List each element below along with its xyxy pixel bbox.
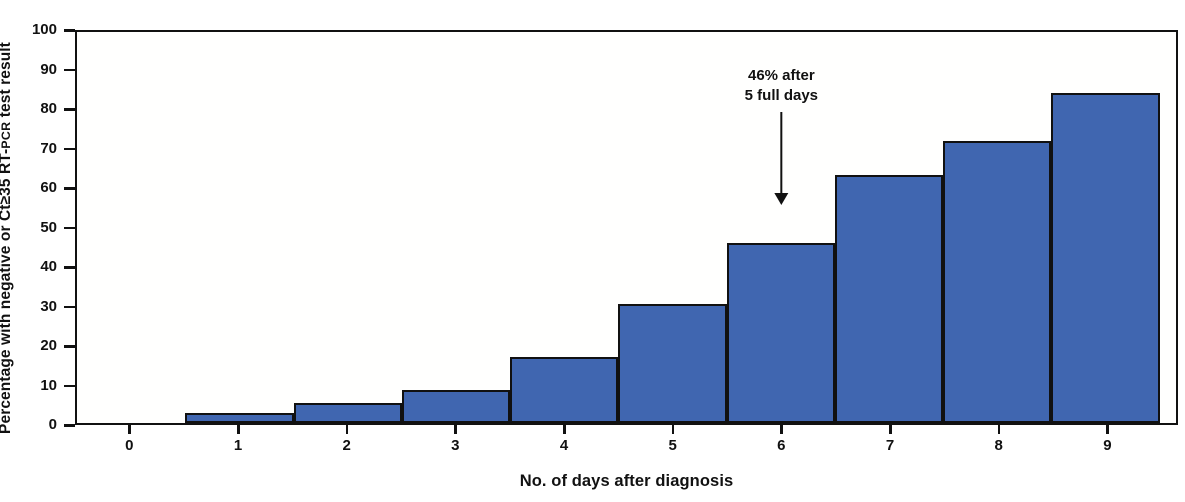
x-tick-label-5: 5 bbox=[668, 437, 677, 454]
x-tick-label-0: 0 bbox=[125, 437, 134, 454]
y-tick-mark-100 bbox=[64, 29, 75, 32]
x-tick-label-9: 9 bbox=[1103, 437, 1112, 454]
y-tick-label-70: 70 bbox=[40, 139, 57, 157]
annotation-arrow-head-icon bbox=[774, 193, 789, 205]
x-axis-tick-marks bbox=[75, 425, 1178, 434]
y-tick-label-60: 60 bbox=[40, 179, 57, 196]
y-tick-mark-20 bbox=[64, 345, 75, 348]
x-tick-label-2: 2 bbox=[342, 437, 351, 454]
y-tick-mark-60 bbox=[64, 187, 75, 190]
bar-day-8 bbox=[943, 141, 1052, 423]
bar-day-4 bbox=[510, 356, 619, 423]
x-tick-mark-0 bbox=[128, 425, 131, 434]
bar-day-2 bbox=[293, 403, 402, 423]
y-tick-label-20: 20 bbox=[40, 337, 57, 354]
y-tick-label-40: 40 bbox=[40, 258, 57, 275]
bar-day-6 bbox=[726, 243, 835, 423]
y-tick-mark-30 bbox=[64, 305, 75, 308]
x-tick-mark-5 bbox=[671, 425, 675, 434]
y-axis-tick-marks bbox=[64, 29, 75, 427]
bar-day-5 bbox=[618, 303, 727, 423]
annotation-arrow-line bbox=[780, 112, 783, 194]
x-tick-mark-6 bbox=[780, 425, 783, 434]
y-tick-mark-70 bbox=[64, 147, 75, 150]
x-axis-title: No. of days after diagnosis bbox=[519, 472, 734, 490]
x-tick-mark-8 bbox=[997, 425, 1001, 434]
y-tick-mark-10 bbox=[64, 384, 75, 387]
x-tick-mark-7 bbox=[889, 425, 892, 434]
annotation-line2: 5 full days bbox=[744, 87, 819, 104]
annotation-46-percent: 46% after 5 full days bbox=[745, 66, 818, 205]
bar-day-7 bbox=[834, 174, 944, 423]
x-tick-label-8: 8 bbox=[994, 437, 1003, 454]
plot-area bbox=[75, 30, 1178, 425]
y-tick-label-30: 30 bbox=[40, 297, 57, 315]
x-axis-tick-labels: 0 1 2 3 4 5 6 7 8 9 bbox=[75, 437, 1178, 457]
y-axis-tick-labels: 0 10 20 30 40 50 60 70 80 90 100 bbox=[0, 21, 57, 433]
x-tick-mark-3 bbox=[454, 425, 457, 434]
bar-day-3 bbox=[401, 389, 511, 423]
y-tick-mark-80 bbox=[64, 108, 75, 111]
y-tick-label-90: 90 bbox=[40, 60, 57, 78]
x-tick-mark-2 bbox=[345, 425, 349, 434]
y-tick-mark-90 bbox=[64, 68, 75, 71]
x-tick-label-6: 6 bbox=[777, 437, 786, 454]
bar-day-9 bbox=[1051, 92, 1160, 423]
y-tick-label-10: 10 bbox=[40, 376, 57, 394]
annotation-line1: 46% after bbox=[747, 67, 815, 84]
bar-day-1 bbox=[185, 413, 294, 423]
y-tick-label-50: 50 bbox=[40, 218, 57, 236]
x-tick-mark-1 bbox=[237, 425, 240, 434]
x-tick-label-7: 7 bbox=[885, 437, 895, 454]
y-tick-mark-40 bbox=[64, 266, 75, 269]
x-tick-label-4: 4 bbox=[559, 437, 569, 454]
x-tick-mark-4 bbox=[563, 425, 566, 434]
y-tick-label-0: 0 bbox=[48, 416, 57, 433]
y-tick-label-80: 80 bbox=[40, 100, 57, 117]
y-tick-mark-0 bbox=[64, 424, 75, 427]
annotation-text: 46% after 5 full days bbox=[745, 66, 818, 106]
x-tick-mark-9 bbox=[1106, 425, 1109, 434]
y-tick-mark-50 bbox=[64, 226, 75, 229]
x-tick-label-1: 1 bbox=[233, 437, 243, 454]
y-tick-label-100: 100 bbox=[31, 21, 57, 38]
x-tick-label-3: 3 bbox=[451, 437, 460, 454]
